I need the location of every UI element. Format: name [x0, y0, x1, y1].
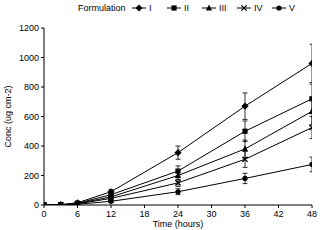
- legend-label: V: [289, 3, 295, 13]
- data-point: [309, 125, 312, 130]
- legend-label: III: [219, 3, 227, 13]
- x-tick: [178, 205, 179, 208]
- data-point: [58, 202, 63, 205]
- legend-label: II: [184, 3, 189, 13]
- legend-marker: [135, 4, 142, 11]
- x-tick-label: 18: [139, 209, 149, 219]
- y-tick-label: 600: [24, 112, 39, 122]
- x-tick-label: 6: [75, 209, 80, 219]
- data-point: [175, 172, 181, 178]
- series-line: [44, 128, 312, 205]
- data-point: [175, 189, 180, 194]
- data-point: [241, 103, 248, 110]
- y-tick-label: 1000: [19, 53, 39, 63]
- x-tick-label: 12: [106, 209, 116, 219]
- x-tick: [77, 205, 78, 208]
- data-point: [108, 199, 113, 204]
- data-point: [74, 199, 81, 205]
- legend-title: Formulation: [78, 3, 126, 13]
- y-tick-label: 0: [34, 200, 39, 210]
- series-line: [44, 99, 312, 205]
- x-axis-label: Time (hours): [153, 219, 204, 229]
- error-bar: [243, 121, 248, 142]
- y-tick-label: 400: [24, 141, 39, 151]
- plot-area: [44, 44, 312, 205]
- y-tick: [41, 87, 44, 88]
- data-point: [309, 108, 312, 114]
- series-line: [44, 63, 312, 205]
- error-bar: [176, 189, 181, 195]
- x-tick-label: 24: [173, 209, 183, 219]
- legend-label: I: [149, 3, 152, 13]
- legend-marker: [241, 5, 246, 10]
- error-bar: [176, 171, 181, 180]
- error-bar: [243, 151, 248, 167]
- x-tick: [245, 205, 246, 208]
- legend-marker: [276, 5, 281, 10]
- data-point: [174, 149, 181, 156]
- data-point: [57, 201, 64, 205]
- y-tick-label: 800: [24, 82, 39, 92]
- data-point: [44, 202, 47, 205]
- data-point: [75, 201, 80, 205]
- data-point: [242, 129, 247, 134]
- data-point: [308, 60, 312, 67]
- legend-marker: [171, 5, 176, 10]
- series-line: [44, 164, 312, 205]
- y-tick: [41, 116, 44, 117]
- legend-marker: [206, 4, 212, 10]
- x-tick: [111, 205, 112, 208]
- x-tick-label: 42: [273, 209, 283, 219]
- x-tick: [312, 205, 313, 208]
- data-point: [58, 201, 64, 205]
- x-tick-label: 30: [206, 209, 216, 219]
- data-point: [58, 202, 63, 205]
- x-tick: [144, 205, 145, 208]
- y-axis-label: Conc (ug cm-2): [3, 85, 13, 147]
- legend-label: IV: [254, 3, 263, 13]
- y-tick: [41, 28, 44, 29]
- x-tick: [44, 205, 45, 208]
- data-point: [75, 202, 80, 205]
- y-tick-label: 1200: [19, 23, 39, 33]
- x-tick-label: 36: [240, 209, 250, 219]
- error-bar: [310, 157, 313, 172]
- y-tick: [41, 57, 44, 58]
- chart: 0 200 400 600 800 1000 1200 0 6 12 18 24 30 36 42 48 Tim…: [0, 0, 320, 230]
- y-tick: [41, 175, 44, 176]
- y-tick: [41, 146, 44, 147]
- data-point: [44, 202, 47, 205]
- x-tick: [278, 205, 279, 208]
- data-point: [242, 157, 247, 162]
- data-point: [44, 201, 47, 205]
- data-point: [175, 180, 180, 185]
- data-point: [242, 176, 247, 181]
- legend: FormulationIIIIIIIVV: [78, 3, 295, 13]
- x-tick: [211, 205, 212, 208]
- error-bar: [310, 117, 313, 139]
- data-point: [58, 202, 63, 205]
- data-point: [74, 200, 80, 205]
- error-bar: [176, 179, 181, 186]
- data-point: [44, 202, 47, 205]
- y-tick-label: 200: [24, 171, 39, 181]
- error-bar: [243, 173, 248, 183]
- data-point: [309, 162, 312, 167]
- x-tick-label: 0: [41, 209, 46, 219]
- series-line: [44, 111, 312, 205]
- data-point: [242, 145, 248, 151]
- x-tick-label: 48: [307, 209, 317, 219]
